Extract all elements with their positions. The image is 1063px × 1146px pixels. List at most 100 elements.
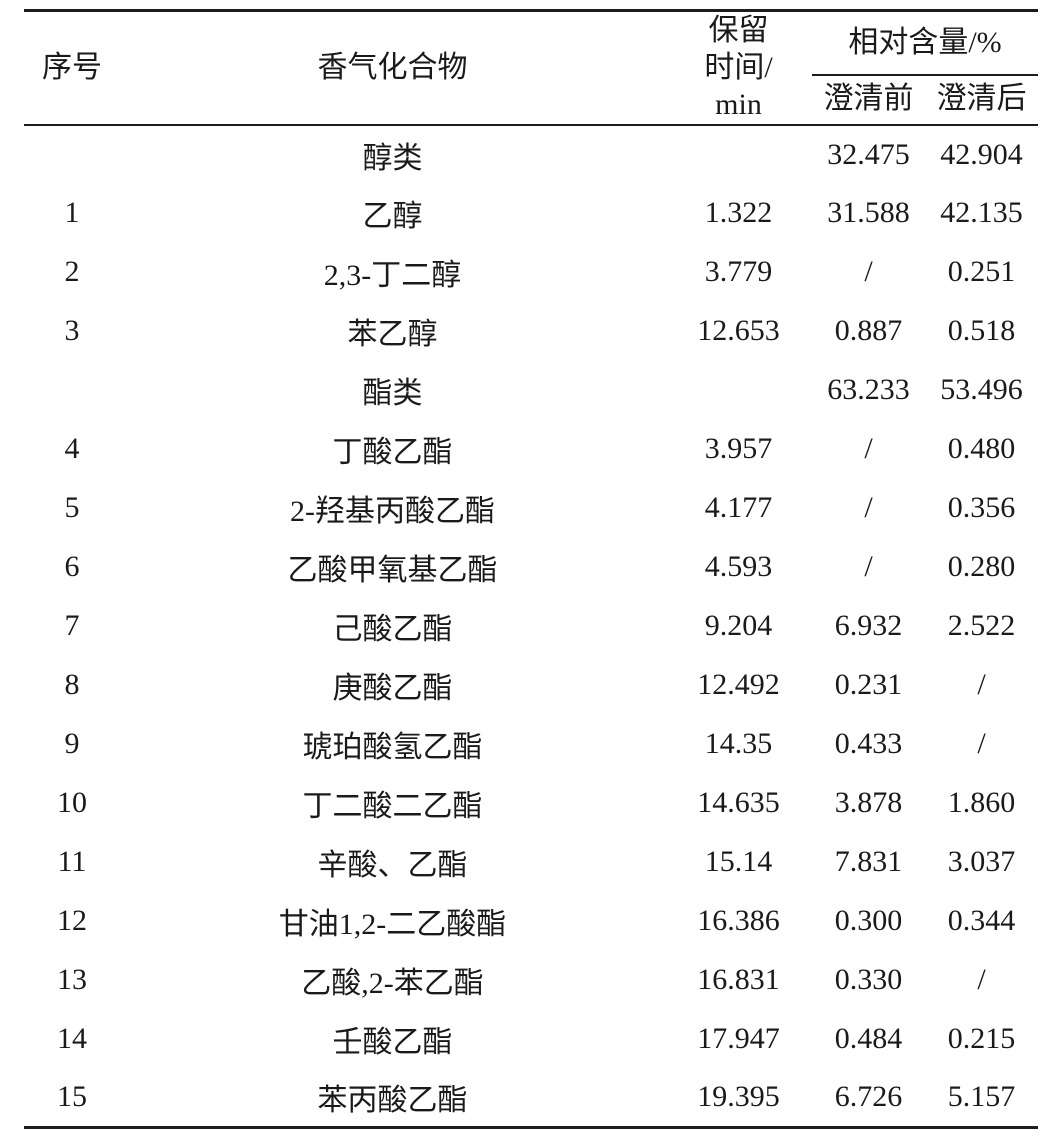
cell-retention: 15.14 (704, 845, 773, 878)
header-row-sub: 澄清前 澄清后 (24, 74, 1039, 126)
cell-before: 0.433 (834, 727, 903, 760)
cell-retention: 14.35 (704, 727, 773, 760)
table-row: 2 2,3-丁二醇 3.779 / 0.251 (24, 243, 1038, 302)
cell-no: 10 (57, 786, 87, 819)
cell-no (24, 361, 120, 420)
cell-after: 3.037 (947, 845, 1016, 878)
cell-no: 12 (57, 904, 87, 937)
cell-no: 7 (64, 609, 80, 642)
cell-retention (665, 361, 812, 420)
category-row: 醇类 32.475 42.904 (24, 125, 1038, 184)
cell-compound: 酯类 (362, 377, 423, 410)
cell-before: 32.475 (827, 137, 910, 171)
cell-no: 4 (64, 432, 80, 465)
header-row-top: 序号 香气化合物 保留 时间/ min 相对含量/% (24, 10, 1039, 126)
cell-compound: 琥珀酸氢乙酯 (302, 731, 483, 764)
cell-retention: 4.177 (704, 491, 773, 524)
cell-no: 6 (64, 550, 80, 583)
cell-after: 2.522 (947, 609, 1016, 642)
aroma-compounds-table: 序号 香气化合物 保留 时间/ min 相对含量/% 澄清前 澄清后 醇类 32… (24, 9, 1039, 1129)
cell-no (24, 125, 120, 184)
cell-retention: 16.386 (697, 904, 780, 937)
cell-no: 3 (64, 314, 80, 347)
cell-after: / (977, 963, 986, 996)
cell-before: 0.330 (834, 963, 903, 996)
cell-before: 31.588 (827, 196, 910, 229)
table-row: 1 乙醇 1.322 31.588 42.135 (24, 184, 1038, 243)
cell-after: 0.480 (947, 432, 1016, 465)
cell-compound: 丁二酸二乙酯 (302, 790, 483, 823)
cell-before: 63.233 (827, 373, 910, 406)
table-row: 11 辛酸、乙酯 15.14 7.831 3.037 (24, 833, 1038, 892)
col-header-before: 澄清前 (812, 74, 925, 126)
cell-compound: 乙酸甲氧基乙酯 (287, 554, 498, 587)
cell-before: 6.726 (834, 1080, 903, 1114)
cell-after: 1.860 (947, 786, 1016, 819)
table-row: 12 甘油1,2-二乙酸酯 16.386 0.300 0.344 (24, 892, 1038, 951)
col-header-retention: 保留 时间/ min (665, 10, 812, 126)
cell-after: 0.518 (947, 314, 1016, 347)
col-header-compound: 香气化合物 (120, 10, 665, 126)
cell-before: 0.484 (834, 1022, 903, 1055)
cell-before: 6.932 (834, 609, 903, 642)
cell-before: / (864, 491, 873, 524)
cell-after: 53.496 (940, 373, 1023, 406)
cell-retention: 14.635 (697, 786, 780, 819)
table-row: 9 琥珀酸氢乙酯 14.35 0.433 / (24, 715, 1038, 774)
cell-before: 0.300 (834, 904, 903, 937)
cell-compound: 辛酸、乙酯 (317, 849, 468, 882)
cell-no: 2 (64, 255, 80, 288)
table-row: 15 苯丙酸乙酯 19.395 6.726 5.157 (24, 1069, 1038, 1128)
cell-retention: 3.779 (704, 255, 773, 288)
cell-compound: 庚酸乙酯 (332, 672, 453, 705)
retention-header-line-1: 保留 (708, 14, 769, 48)
cell-retention: 4.593 (704, 550, 773, 583)
table-row: 10 丁二酸二乙酯 14.635 3.878 1.860 (24, 774, 1038, 833)
cell-no: 15 (57, 1080, 87, 1114)
cell-compound: 2,3-丁二醇 (323, 259, 462, 292)
table-row: 7 己酸乙酯 9.204 6.932 2.522 (24, 597, 1038, 656)
cell-after: 42.135 (940, 196, 1023, 229)
cell-no: 13 (57, 963, 87, 996)
cell-compound: 丁酸乙酯 (332, 436, 453, 469)
table-row: 5 2-羟基丙酸乙酯 4.177 / 0.356 (24, 479, 1038, 538)
cell-no: 9 (64, 727, 80, 760)
col-header-after: 澄清后 (925, 74, 1039, 126)
cell-compound: 苯乙醇 (347, 318, 438, 351)
cell-retention: 12.492 (697, 668, 780, 701)
cell-after: 0.344 (947, 904, 1016, 937)
cell-no: 14 (57, 1022, 87, 1055)
cell-before: / (864, 550, 873, 583)
cell-before: / (864, 255, 873, 288)
table-body: 醇类 32.475 42.904 1 乙醇 1.322 31.588 42.13… (24, 125, 1038, 1128)
col-header-no: 序号 (24, 10, 120, 126)
cell-after: 0.251 (947, 255, 1016, 288)
retention-header-line-3: min (715, 88, 762, 122)
col-header-content-group: 相对含量/% (812, 10, 1039, 76)
cell-after: 0.356 (947, 491, 1016, 524)
cell-compound: 乙酸,2-苯乙酯 (301, 967, 484, 1000)
cell-before: / (864, 432, 873, 465)
table-header: 序号 香气化合物 保留 时间/ min 相对含量/% 澄清前 澄清后 (24, 10, 1039, 126)
cell-before: 0.231 (834, 668, 903, 701)
cell-compound: 乙醇 (362, 200, 423, 233)
cell-retention: 9.204 (704, 609, 773, 642)
cell-after: / (977, 727, 986, 760)
cell-retention: 12.653 (697, 314, 780, 347)
cell-no: 5 (64, 491, 80, 524)
cell-after: 0.215 (947, 1022, 1016, 1055)
cell-compound: 醇类 (362, 141, 423, 175)
cell-after: 0.280 (947, 550, 1016, 583)
cell-retention: 17.947 (697, 1022, 780, 1055)
cell-compound: 2-羟基丙酸乙酯 (290, 495, 495, 528)
cell-compound: 己酸乙酯 (332, 613, 453, 646)
table-row: 14 壬酸乙酯 17.947 0.484 0.215 (24, 1010, 1038, 1069)
cell-before: 7.831 (834, 845, 903, 878)
cell-after: 5.157 (947, 1080, 1016, 1114)
cell-compound: 壬酸乙酯 (332, 1026, 453, 1059)
cell-compound: 苯丙酸乙酯 (317, 1084, 468, 1118)
cell-before: 0.887 (834, 314, 903, 347)
cell-retention: 1.322 (704, 196, 773, 229)
table-row: 13 乙酸,2-苯乙酯 16.831 0.330 / (24, 951, 1038, 1010)
